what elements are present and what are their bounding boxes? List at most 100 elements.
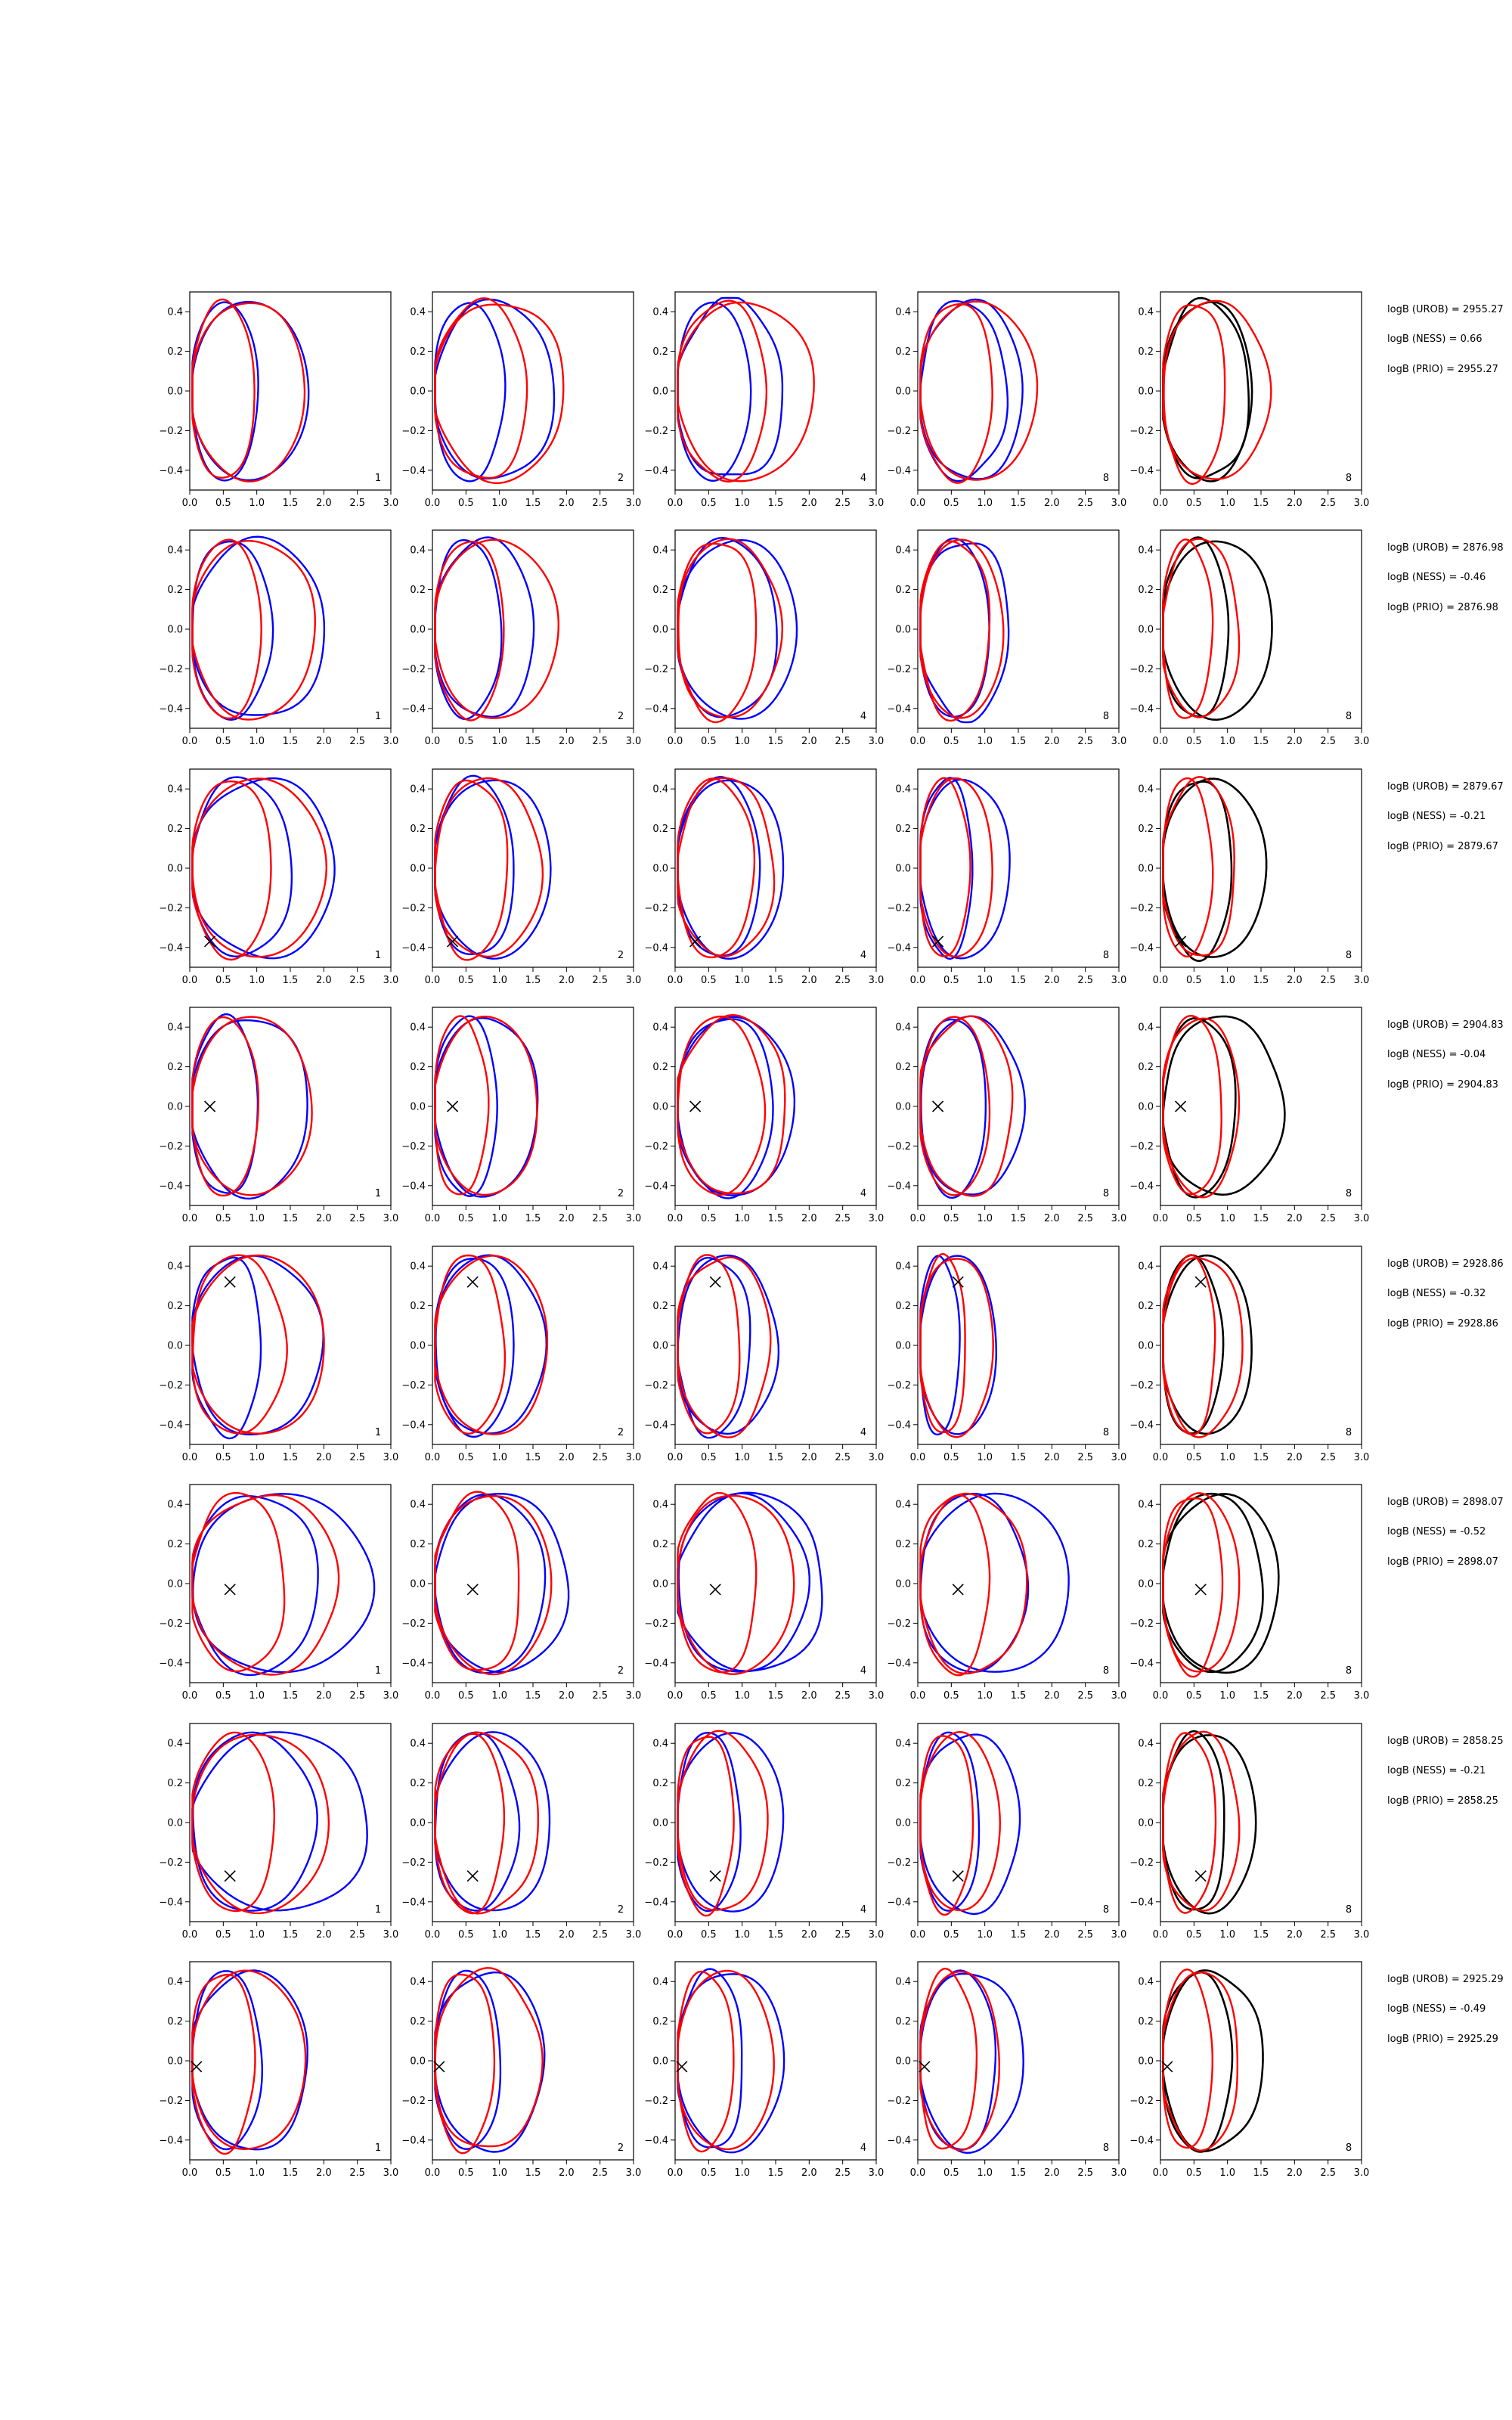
x-tick-label: 1.5 (768, 498, 784, 509)
red-contour (919, 1016, 991, 1196)
x-tick-label: 0.5 (701, 736, 717, 747)
x-tick-label: 0.5 (458, 1452, 474, 1463)
y-tick-label: 0.2 (410, 1301, 426, 1312)
x-tick-label: 0.0 (910, 498, 926, 509)
red-contour (677, 1491, 758, 1674)
x-tick-label: 1.0 (734, 1690, 750, 1702)
panel-corner-label: 2 (618, 473, 624, 484)
x-tick-label: 1.0 (734, 2167, 750, 2179)
y-tick-label: 0.2 (410, 824, 426, 835)
panel-r4-c1: 0.0 0.5 1.0 1.5 2.0 2.5 3.0 0.4 0.2 0.0 −0.2 −0.4 1 (159, 1007, 398, 1224)
contour-group (919, 1015, 1026, 1199)
x-tick-label: 0.5 (943, 1452, 959, 1463)
panel-r6-c5: 0.0 0.5 1.0 1.5 2.0 2.5 3.0 0.4 0.2 0.0 −0.2 −0.4 8 (1129, 1484, 1369, 1702)
panel-corner-label: 8 (1346, 1427, 1352, 1438)
y-tick-label: 0.2 (167, 824, 183, 835)
x-tick-label: 2.5 (349, 736, 365, 747)
x-tick-label: 3.0 (383, 736, 399, 747)
contour-group (919, 1967, 1024, 2154)
red-contour (677, 1970, 735, 2153)
x-tick-label: 2.0 (1044, 1213, 1060, 1224)
x-tick-label: 0.0 (668, 736, 683, 747)
x-marker (932, 1100, 944, 1112)
y-tick-label: 0.0 (895, 2056, 911, 2068)
x-tick-label: 0.5 (215, 1452, 231, 1463)
x-tick-label: 0.0 (425, 1213, 441, 1224)
axes-frame (674, 1723, 877, 1922)
x-tick-label: 2.5 (835, 1690, 850, 1702)
x-tick-label: 1.0 (249, 975, 265, 986)
x-tick-label: 2.5 (1320, 2167, 1336, 2179)
blue-contour (191, 535, 326, 716)
x-tick-label: 1.0 (491, 1452, 507, 1463)
panel-corner-label: 4 (860, 711, 866, 722)
y-tick-label: 0.0 (895, 1579, 911, 1590)
y-tick-label: 0.4 (410, 1977, 426, 1988)
y-tick-label: 0.2 (167, 1301, 183, 1312)
panel-corner-label: 8 (1346, 711, 1352, 722)
y-tick-label: 0.0 (410, 1341, 426, 1352)
panel-corner-label: 8 (1103, 950, 1109, 961)
x-tick-label: 1.5 (283, 975, 299, 986)
axes-frame (917, 529, 1120, 729)
axes-frame (432, 768, 634, 968)
panel-r7-c3: 0.0 0.5 1.0 1.5 2.0 2.5 3.0 0.4 0.2 0.0 −0.2 −0.4 4 (644, 1723, 884, 1941)
y-tick-label: 0.2 (652, 1062, 668, 1073)
x-tick-label: 2.5 (1077, 498, 1093, 509)
x-tick-label: 0.5 (215, 975, 231, 986)
x-tick-label: 0.0 (182, 1690, 198, 1702)
y-tick-label: −0.2 (644, 664, 668, 675)
contour-group (677, 1491, 823, 1675)
red-contour (191, 538, 262, 720)
x-tick-label: 1.5 (525, 1452, 541, 1463)
x-tick-label: 1.0 (977, 1929, 993, 1941)
x-tick-label: 3.0 (1354, 498, 1370, 509)
x-tick-label: 3.0 (626, 2167, 642, 2179)
x-marker (466, 1276, 479, 1288)
red-contour (919, 1971, 1000, 2152)
x-tick-label: 2.0 (316, 736, 332, 747)
panel-corner-label: 1 (375, 2142, 381, 2154)
y-tick-label: 0.0 (410, 386, 426, 398)
x-tick-label: 2.0 (559, 498, 575, 509)
contour-group (919, 298, 1039, 484)
y-tick-label: 0.2 (895, 824, 911, 835)
y-tick-label: 0.4 (1138, 784, 1154, 796)
y-tick-label: 0.0 (1138, 1341, 1154, 1352)
x-tick-label: 2.5 (592, 736, 608, 747)
contour-group (434, 1015, 539, 1198)
panel-r5-c3: 0.0 0.5 1.0 1.5 2.0 2.5 3.0 0.4 0.2 0.0 −0.2 −0.4 4 (644, 1246, 884, 1463)
contour-group (1162, 1254, 1253, 1438)
red-contour (919, 1731, 1001, 1912)
blue-contour (434, 774, 515, 955)
x-tick-label: 0.0 (182, 975, 198, 986)
red-contour (434, 1254, 507, 1435)
x-tick-label: 1.0 (491, 1213, 507, 1224)
x-tick-label: 1.0 (249, 736, 265, 747)
logb-urob-text: logB (UROB) = 2879.67 (1387, 781, 1504, 793)
x-marker (466, 1870, 479, 1882)
panel-corner-label: 4 (860, 2142, 866, 2154)
red-contour (677, 301, 815, 482)
axes-frame (1160, 291, 1362, 491)
blue-contour (434, 536, 535, 718)
blue-contour (677, 1491, 823, 1672)
x-tick-label: 0.0 (910, 975, 926, 986)
x-marker (447, 1100, 459, 1112)
x-tick-label: 2.5 (835, 736, 850, 747)
y-tick-label: 0.2 (1138, 1062, 1154, 1073)
y-tick-label: 0.4 (652, 1500, 668, 1511)
x-tick-label: 0.0 (668, 498, 683, 509)
x-tick-label: 2.0 (1287, 736, 1303, 747)
y-tick-label: 0.2 (410, 1062, 426, 1073)
x-tick-label: 2.0 (316, 1690, 332, 1702)
red-contour (434, 1016, 538, 1196)
y-tick-label: 0.4 (167, 1739, 183, 1750)
x-tick-label: 2.0 (801, 498, 817, 509)
x-tick-label: 1.0 (249, 1213, 265, 1224)
x-tick-label: 3.0 (383, 498, 399, 509)
x-tick-label: 2.5 (592, 975, 608, 986)
red-contour (919, 1258, 994, 1438)
red-contour (919, 1967, 978, 2150)
y-tick-label: −0.2 (159, 903, 183, 914)
